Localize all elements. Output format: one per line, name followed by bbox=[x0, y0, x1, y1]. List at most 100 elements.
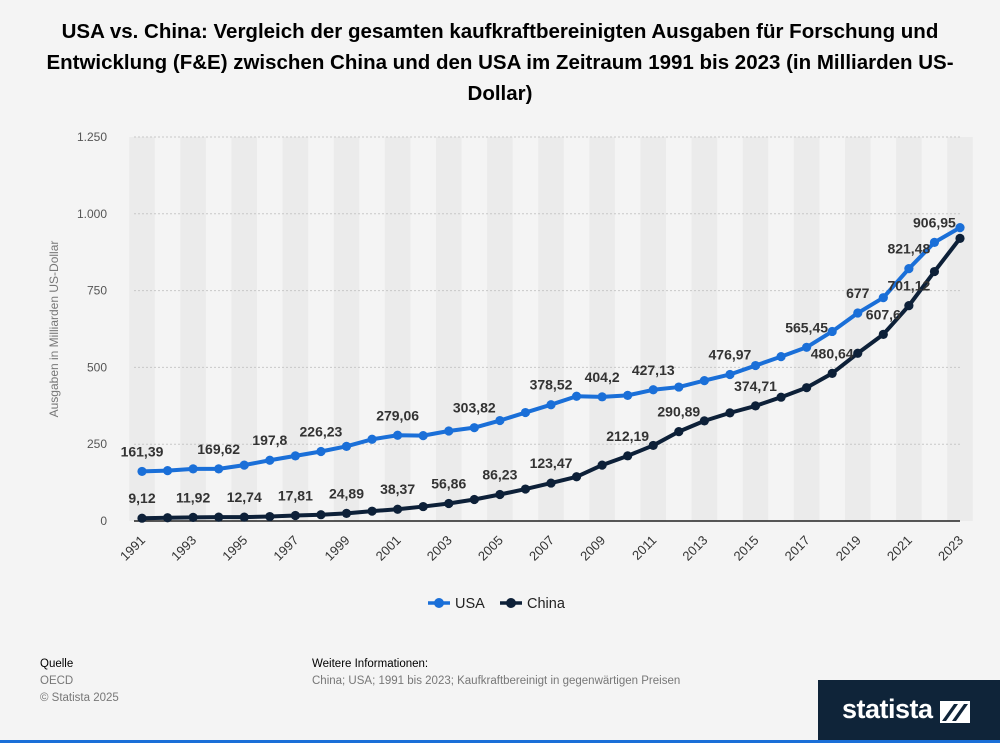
data-point-usa[interactable] bbox=[929, 237, 940, 247]
data-label-china: 290,89 bbox=[657, 404, 700, 420]
legend-item-china[interactable]: China bbox=[500, 596, 566, 612]
data-point-china[interactable] bbox=[495, 489, 505, 500]
data-point-china[interactable] bbox=[571, 472, 582, 482]
data-point-usa[interactable] bbox=[750, 360, 761, 371]
data-point-usa[interactable] bbox=[904, 264, 914, 274]
data-point-china[interactable] bbox=[878, 329, 888, 339]
data-point-usa[interactable] bbox=[955, 223, 965, 233]
x-tick-label: 2021 bbox=[884, 533, 915, 564]
data-label-china: 11,92 bbox=[176, 489, 210, 505]
data-label-china: 17,81 bbox=[278, 488, 313, 504]
data-point-usa[interactable] bbox=[648, 385, 658, 395]
data-point-china[interactable] bbox=[674, 427, 684, 437]
data-point-china[interactable] bbox=[904, 301, 914, 311]
data-point-usa[interactable] bbox=[623, 390, 633, 400]
statista-logo-icon bbox=[940, 701, 970, 723]
x-tick-label: 2013 bbox=[679, 533, 710, 564]
data-point-usa[interactable] bbox=[699, 376, 709, 386]
data-point-china[interactable] bbox=[802, 383, 812, 393]
data-point-usa[interactable] bbox=[239, 460, 249, 470]
data-point-usa[interactable] bbox=[802, 342, 812, 352]
data-point-usa[interactable] bbox=[827, 326, 837, 337]
legend-label: China bbox=[527, 596, 566, 612]
statista-logo[interactable]: statista bbox=[842, 694, 933, 724]
x-tick-label: 1997 bbox=[270, 533, 301, 564]
data-point-china[interactable] bbox=[162, 513, 173, 523]
data-label-china: 480,64 bbox=[811, 345, 854, 361]
data-point-china[interactable] bbox=[776, 392, 786, 402]
data-point-china[interactable] bbox=[699, 416, 709, 426]
data-point-usa[interactable] bbox=[776, 352, 786, 362]
data-point-china[interactable] bbox=[188, 512, 198, 522]
data-point-usa[interactable] bbox=[341, 441, 352, 451]
data-point-china[interactable] bbox=[290, 510, 300, 521]
data-point-china[interactable] bbox=[725, 408, 735, 418]
data-label-usa: 169,62 bbox=[197, 441, 240, 457]
data-point-usa[interactable] bbox=[265, 455, 275, 465]
data-label-usa: 197,8 bbox=[252, 432, 287, 448]
data-label-usa: 821,48 bbox=[887, 241, 930, 257]
data-label-usa: 677 bbox=[846, 285, 870, 301]
data-point-china[interactable] bbox=[955, 233, 965, 243]
data-point-china[interactable] bbox=[648, 440, 658, 451]
data-point-usa[interactable] bbox=[546, 400, 556, 410]
data-point-china[interactable] bbox=[393, 504, 403, 514]
data-point-china[interactable] bbox=[546, 478, 556, 488]
copyright[interactable]: © Statista 2025 bbox=[40, 692, 119, 704]
grid-band bbox=[793, 137, 820, 521]
grid-band bbox=[231, 137, 258, 521]
data-point-usa[interactable] bbox=[214, 464, 224, 474]
grid-band bbox=[180, 137, 206, 521]
data-point-usa[interactable] bbox=[367, 434, 377, 444]
data-point-usa[interactable] bbox=[725, 369, 735, 380]
data-label-china: 123,47 bbox=[530, 455, 573, 471]
data-label-usa: 476,97 bbox=[709, 346, 752, 362]
data-point-china[interactable] bbox=[853, 348, 863, 358]
data-point-china[interactable] bbox=[367, 506, 377, 516]
data-point-usa[interactable] bbox=[444, 426, 454, 436]
data-point-usa[interactable] bbox=[393, 430, 403, 440]
data-label-usa: 427,13 bbox=[632, 362, 675, 378]
data-point-usa[interactable] bbox=[597, 392, 607, 402]
data-point-china[interactable] bbox=[316, 510, 326, 520]
data-point-china[interactable] bbox=[469, 494, 479, 505]
data-point-china[interactable] bbox=[341, 508, 352, 518]
data-label-usa: 161,39 bbox=[121, 443, 164, 459]
data-point-usa[interactable] bbox=[674, 382, 684, 392]
legend-item-usa[interactable]: USA bbox=[428, 596, 485, 612]
data-point-china[interactable] bbox=[239, 512, 249, 522]
y-tick-label: 1.000 bbox=[77, 207, 107, 221]
data-point-usa[interactable] bbox=[571, 391, 582, 401]
data-point-china[interactable] bbox=[520, 484, 531, 494]
x-tick-label: 2005 bbox=[475, 533, 506, 564]
data-point-china[interactable] bbox=[214, 512, 224, 522]
data-point-usa[interactable] bbox=[418, 430, 428, 441]
data-point-china[interactable] bbox=[929, 266, 940, 277]
data-label-china: 38,37 bbox=[380, 481, 415, 497]
data-point-china[interactable] bbox=[137, 513, 147, 523]
data-point-china[interactable] bbox=[418, 501, 428, 512]
data-point-china[interactable] bbox=[750, 401, 761, 411]
data-point-china[interactable] bbox=[597, 460, 607, 470]
data-point-usa[interactable] bbox=[137, 466, 147, 477]
data-point-usa[interactable] bbox=[316, 446, 326, 457]
data-point-usa[interactable] bbox=[469, 423, 479, 433]
data-label-china: 9,12 bbox=[128, 490, 155, 506]
x-tick-label: 2019 bbox=[833, 533, 864, 564]
data-point-usa[interactable] bbox=[495, 415, 505, 426]
data-point-china[interactable] bbox=[623, 451, 633, 461]
data-point-china[interactable] bbox=[444, 498, 454, 509]
data-point-usa[interactable] bbox=[853, 308, 863, 318]
x-tick-label: 2017 bbox=[782, 533, 813, 564]
data-point-usa[interactable] bbox=[878, 293, 888, 303]
data-point-usa[interactable] bbox=[520, 407, 531, 418]
info-text: China; USA; 1991 bis 2023; Kaufkraftbere… bbox=[312, 675, 681, 687]
grid-band bbox=[691, 137, 718, 521]
data-point-china[interactable] bbox=[265, 511, 275, 522]
data-point-usa[interactable] bbox=[162, 466, 173, 476]
data-point-china[interactable] bbox=[827, 368, 837, 378]
source-name[interactable]: OECD bbox=[40, 675, 74, 687]
data-point-usa[interactable] bbox=[188, 464, 198, 474]
data-label-china: 701,12 bbox=[887, 278, 930, 294]
data-point-usa[interactable] bbox=[290, 451, 300, 461]
